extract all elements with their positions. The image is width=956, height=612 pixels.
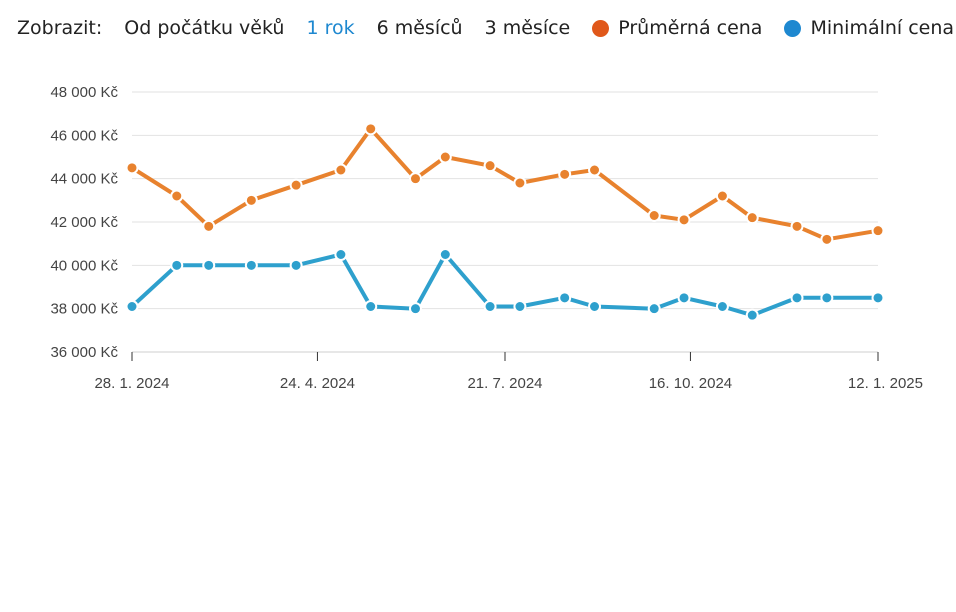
- x-tick-label: 24. 4. 2024: [280, 375, 355, 392]
- x-tick-label: 21. 7. 2024: [467, 375, 542, 392]
- data-point[interactable]: [513, 176, 527, 190]
- range-1-year[interactable]: 1 rok: [306, 17, 355, 39]
- data-point[interactable]: [170, 189, 184, 203]
- series-line: [130, 252, 880, 318]
- data-point[interactable]: [558, 167, 572, 181]
- data-point[interactable]: [588, 300, 602, 313]
- price-line-chart: 36 000 Kč 38 000 Kč 40 000 Kč 42 000 Kč 44 0…: [50, 84, 923, 392]
- data-point[interactable]: [244, 193, 258, 207]
- data-point[interactable]: [483, 300, 497, 313]
- series-line: [130, 126, 880, 242]
- y-tick-label: 36 000 Kč: [50, 344, 118, 361]
- legend-dot-icon: [592, 19, 610, 37]
- data-point[interactable]: [244, 258, 258, 272]
- data-point[interactable]: [715, 300, 729, 313]
- data-point[interactable]: [334, 163, 348, 177]
- data-point[interactable]: [820, 232, 834, 246]
- series: [125, 122, 885, 322]
- data-point[interactable]: [820, 291, 834, 305]
- data-point[interactable]: [871, 224, 885, 238]
- axes: 36 000 Kč 38 000 Kč 40 000 Kč 42 000 Kč 44 0…: [50, 84, 923, 392]
- data-point[interactable]: [364, 300, 378, 313]
- data-point[interactable]: [588, 163, 602, 177]
- range-all-time[interactable]: Od počátku věků: [124, 17, 285, 39]
- data-point[interactable]: [125, 161, 139, 175]
- legend-minimum-price[interactable]: Minimální cena: [784, 17, 954, 39]
- range-6-months[interactable]: 6 měsíců: [376, 17, 463, 39]
- data-point[interactable]: [790, 291, 804, 305]
- x-tick-label: 12. 1. 2025: [848, 375, 923, 392]
- range-3-months[interactable]: 3 měsíce: [484, 17, 571, 39]
- legend-label: Průměrná cena: [618, 17, 763, 39]
- data-point[interactable]: [438, 248, 452, 261]
- data-point[interactable]: [289, 258, 303, 272]
- series-average-price: [125, 122, 885, 246]
- y-tick-label: 48 000 Kč: [50, 84, 118, 101]
- data-point[interactable]: [745, 308, 759, 322]
- chart-controls: Zobrazit: Od počátku věků 1 rok 6 měsíců…: [0, 0, 956, 56]
- data-point[interactable]: [408, 302, 422, 316]
- data-point[interactable]: [408, 172, 422, 186]
- data-point[interactable]: [334, 248, 348, 261]
- data-point[interactable]: [289, 178, 303, 192]
- legend-label: Minimální cena: [810, 17, 955, 39]
- data-point[interactable]: [871, 291, 885, 305]
- data-point[interactable]: [364, 122, 378, 136]
- y-tick-label: 46 000 Kč: [50, 127, 118, 144]
- series-minimum-price: [125, 248, 885, 322]
- x-tick-label: 28. 1. 2024: [94, 375, 169, 392]
- view-label: Zobrazit:: [17, 17, 103, 39]
- legend-dot-icon: [784, 19, 802, 37]
- data-point[interactable]: [647, 209, 661, 222]
- data-point[interactable]: [790, 219, 804, 233]
- data-point[interactable]: [483, 159, 497, 173]
- data-point[interactable]: [170, 258, 184, 272]
- y-tick-label: 44 000 Kč: [50, 171, 118, 188]
- x-tick-label: 16. 10. 2024: [649, 375, 732, 392]
- y-tick-label: 42 000 Kč: [50, 214, 118, 231]
- data-point[interactable]: [202, 258, 216, 272]
- legend-average-price[interactable]: Průměrná cena: [592, 17, 762, 39]
- data-point[interactable]: [677, 291, 691, 305]
- data-point[interactable]: [438, 150, 452, 164]
- data-point[interactable]: [745, 211, 759, 225]
- y-tick-label: 38 000 Kč: [50, 301, 118, 318]
- data-point[interactable]: [125, 300, 139, 313]
- data-point[interactable]: [715, 189, 729, 203]
- data-point[interactable]: [677, 213, 691, 227]
- y-tick-label: 40 000 Kč: [50, 257, 118, 274]
- data-point[interactable]: [202, 219, 216, 233]
- data-point[interactable]: [558, 291, 572, 305]
- grid-lines: [132, 91, 878, 310]
- data-point[interactable]: [647, 302, 661, 316]
- data-point[interactable]: [513, 300, 527, 313]
